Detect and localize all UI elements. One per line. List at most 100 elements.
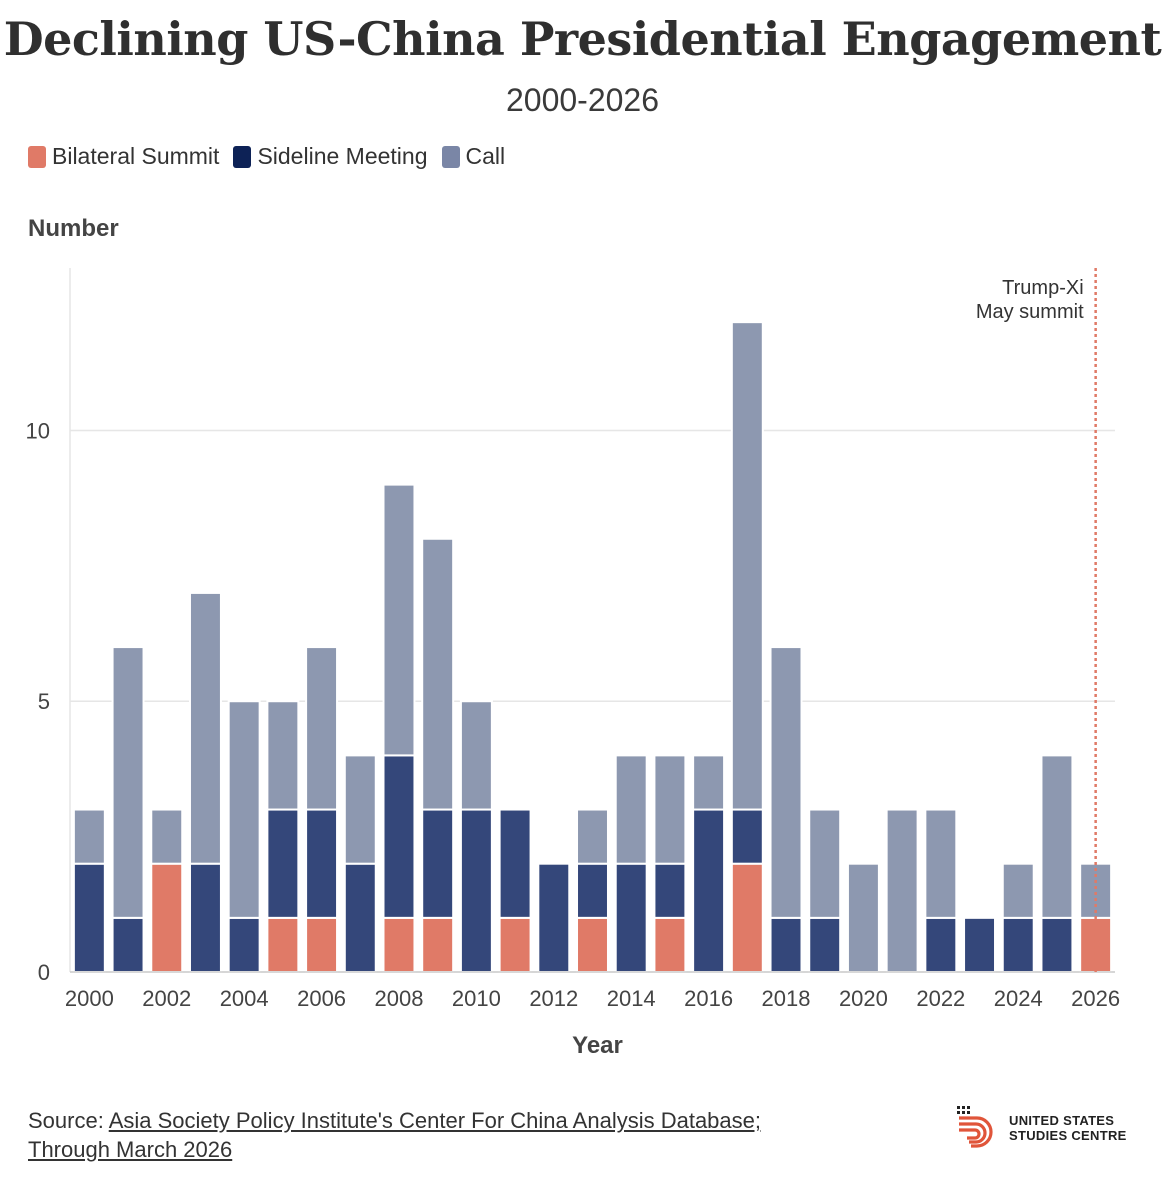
bar-2019-sideline-meeting: [808, 916, 842, 973]
annotation-label-line1: Trump-Xi: [1002, 277, 1083, 299]
bar-2012-sideline-meeting: [537, 862, 571, 974]
bar-2010-call: [459, 700, 493, 811]
bar-2007-call: [343, 754, 377, 865]
bar-2005-bilateral-summit: [266, 916, 300, 973]
bar-2003-sideline-meeting: [188, 862, 222, 974]
bar-2023-sideline-meeting: [963, 916, 997, 973]
bar-2009-sideline-meeting: [421, 808, 455, 919]
bar-2005-call: [266, 700, 300, 811]
legend-item-bilateral-summit: Bilateral Summit: [28, 143, 219, 170]
annotation-label-line2: May summit: [976, 301, 1084, 323]
bar-2024-sideline-meeting: [1001, 916, 1035, 973]
x-tick-label-2002: 2002: [142, 986, 191, 1011]
bar-2011-bilateral-summit: [498, 916, 532, 973]
bar-2022-sideline-meeting: [924, 916, 958, 973]
source-note: Source: Asia Society Policy Institute's …: [28, 1106, 761, 1164]
chart-subtitle: 2000-2026: [505, 82, 660, 118]
x-axis-label: Year: [572, 1032, 623, 1059]
bar-2014-sideline-meeting: [614, 862, 648, 974]
legend-label-call: Call: [465, 143, 506, 169]
bar-2002-call: [150, 808, 184, 865]
bar-2001-sideline-meeting: [111, 916, 145, 973]
legend-label-sideline-meeting: Sideline Meeting: [257, 143, 428, 169]
bar-2001-call: [111, 646, 145, 919]
chart-title: Declining US-China Presidential Engageme…: [3, 12, 1162, 66]
bar-2020-call: [846, 862, 880, 974]
bar-2025-call: [1040, 754, 1074, 919]
y-tick-label-10: 10: [26, 418, 50, 443]
x-tick-label-2008: 2008: [375, 986, 424, 1011]
chart-plot: 0 5 10 2000 2002 2004 2006 2008 2010 2012 2014 2016…: [26, 268, 1120, 1059]
bar-2018-call: [769, 646, 803, 919]
bar-2009-bilateral-summit: [421, 916, 455, 973]
x-tick-label-2006: 2006: [297, 986, 346, 1011]
bar-2006-call: [305, 646, 339, 811]
bar-2006-sideline-meeting: [305, 808, 339, 919]
bar-2026-bilateral-summit: [1079, 916, 1113, 973]
x-tick-label-2000: 2000: [65, 986, 114, 1011]
bar-2021-call: [885, 808, 919, 973]
bar-2024-call: [1001, 862, 1035, 919]
legend-item-call: Call: [441, 143, 506, 170]
x-tick-label-2020: 2020: [839, 986, 888, 1011]
bar-2005-sideline-meeting: [266, 808, 300, 919]
bar-2009-call: [421, 537, 455, 811]
bar-2000-sideline-meeting: [72, 862, 106, 974]
x-tick-label-2022: 2022: [916, 986, 965, 1011]
bar-2025-sideline-meeting: [1040, 916, 1074, 973]
bar-2016-sideline-meeting: [692, 808, 726, 973]
ussc-logo: UNITED STATES STUDIES CENTRE: [955, 1104, 1127, 1152]
bar-2017-sideline-meeting: [730, 808, 764, 865]
bar-2003-call: [188, 591, 222, 865]
bar-2010-sideline-meeting: [459, 808, 493, 973]
x-tick-label-2010: 2010: [452, 986, 501, 1011]
logo-line-2: STUDIES CENTRE: [1009, 1128, 1127, 1143]
bar-2013-bilateral-summit: [576, 916, 609, 973]
bar-2022-call: [924, 808, 958, 919]
bar-2014-call: [614, 754, 648, 865]
bar-2018-sideline-meeting: [769, 916, 803, 973]
source-link[interactable]: Asia Society Policy Institute's Center F…: [108, 1108, 761, 1133]
bar-2013-sideline-meeting: [576, 862, 609, 919]
legend-item-sideline-meeting: Sideline Meeting: [233, 143, 428, 170]
ussc-logo-text: UNITED STATES STUDIES CENTRE: [1009, 1113, 1127, 1143]
bar-2016-call: [692, 754, 726, 811]
bar-2015-call: [653, 754, 687, 865]
ussc-logo-icon: [957, 1106, 993, 1148]
source-link-date[interactable]: Through March 2026: [28, 1137, 233, 1162]
y-axis-label: Number: [28, 215, 119, 242]
legend-swatch-call: [441, 145, 460, 168]
legend-swatch-sideline-meeting: [233, 145, 252, 168]
x-tick-label-2026: 2026: [1071, 986, 1120, 1011]
x-tick-label-2014: 2014: [607, 986, 656, 1011]
x-tick-label-2012: 2012: [529, 986, 578, 1011]
y-tick-label-5: 5: [38, 689, 50, 714]
bar-2000-call: [72, 808, 106, 865]
x-tick-label-2024: 2024: [994, 986, 1043, 1011]
bar-2007-sideline-meeting: [343, 862, 377, 974]
logo-line-1: UNITED STATES: [1009, 1113, 1115, 1128]
bar-2026-call: [1079, 862, 1113, 919]
legend-swatch-bilateral-summit: [28, 145, 46, 168]
x-tick-label-2016: 2016: [684, 986, 733, 1011]
bar-2004-sideline-meeting: [227, 916, 261, 973]
bar-2017-bilateral-summit: [730, 862, 764, 974]
bar-2004-call: [227, 700, 261, 919]
source-prefix: Source:: [28, 1108, 109, 1133]
bar-2008-sideline-meeting: [382, 754, 416, 919]
legend: Bilateral Summit Sideline Meeting Call: [28, 143, 519, 170]
bar-2008-bilateral-summit: [382, 916, 416, 973]
bar-2008-call: [382, 483, 416, 757]
bar-2011-sideline-meeting: [498, 808, 532, 919]
y-tick-label-0: 0: [38, 960, 50, 985]
bar-2017-call: [730, 321, 764, 811]
bar-2019-call: [808, 808, 842, 919]
legend-label-bilateral-summit: Bilateral Summit: [52, 143, 220, 169]
x-tick-label-2004: 2004: [220, 986, 269, 1011]
x-tick-label-2018: 2018: [762, 986, 811, 1011]
bar-2015-sideline-meeting: [653, 862, 687, 919]
bar-2015-bilateral-summit: [653, 916, 687, 973]
bar-2006-bilateral-summit: [305, 916, 339, 973]
bar-2013-call: [576, 808, 609, 865]
bar-2002-bilateral-summit: [150, 862, 184, 974]
